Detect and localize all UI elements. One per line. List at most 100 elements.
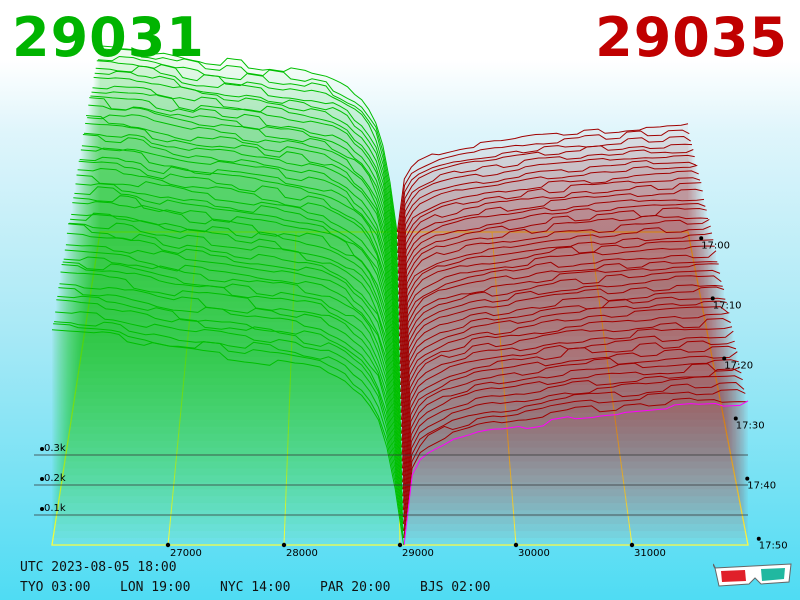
ask-depth-line — [403, 400, 749, 546]
floor-gridline — [283, 231, 297, 546]
ask-depth-line — [400, 260, 718, 386]
clock-bjs: BJS 02:00 — [420, 580, 491, 595]
depth-waterfall — [51, 45, 749, 546]
volume-tick — [40, 447, 44, 451]
ask-depth-line — [403, 397, 747, 539]
ask-depth-line — [400, 275, 722, 406]
ask-price: 29035 — [595, 6, 788, 69]
volume-tick — [40, 477, 44, 481]
ask-depth-line — [399, 239, 714, 365]
bid-depth-line — [76, 174, 401, 386]
bid-price: 29031 — [12, 6, 205, 69]
bid-depth-line — [51, 329, 405, 546]
ask-depth-line — [399, 214, 709, 337]
ask-depth-line — [400, 269, 721, 399]
ask-depth-line — [401, 306, 729, 441]
ask-depth-line — [399, 245, 715, 372]
bid-depth-line — [54, 321, 404, 532]
price-tick — [513, 542, 519, 548]
ask-depth-line — [398, 164, 698, 281]
ask-depth-line — [401, 326, 733, 462]
ask-depth-line — [397, 154, 695, 267]
price-tick — [397, 542, 403, 548]
ask-depth-line — [398, 202, 706, 323]
time-tick — [733, 416, 738, 421]
ask-depth-line — [398, 188, 703, 309]
ask-depth-line — [402, 359, 739, 497]
ask-depth-line — [397, 135, 691, 246]
bid-depth-line — [99, 48, 398, 233]
time-tick-label: 17:10 — [713, 300, 742, 311]
price-axis: 27000 28000 29000 30000 31000 — [165, 542, 666, 559]
ask-depth-line — [398, 177, 701, 295]
time-tick — [710, 296, 715, 301]
bid-depth-line — [69, 222, 402, 434]
price-tick-label: 27000 — [170, 548, 202, 559]
price-tick — [281, 542, 287, 548]
ask-depth-line — [397, 149, 694, 260]
bid-depth-line — [62, 261, 403, 476]
time-tick — [699, 236, 704, 241]
ask-depth-line — [403, 389, 746, 532]
floor-gridline — [491, 231, 517, 546]
3d-glasses-icon[interactable] — [713, 560, 793, 592]
bid-depth-line — [61, 264, 403, 483]
ask-depth-line — [399, 232, 713, 358]
bid-depth-line — [56, 299, 404, 518]
time-tick-label: 17:30 — [736, 421, 765, 432]
ask-depth-line — [401, 312, 730, 448]
time-tick — [756, 536, 761, 541]
bid-depth-line — [71, 213, 402, 420]
clock-nyc: NYC 14:00 — [220, 580, 291, 595]
ask-depth-line — [396, 123, 689, 233]
floor-gridline — [589, 231, 633, 546]
price-tick — [629, 542, 635, 548]
bid-depth-line — [83, 132, 400, 337]
time-axis: 17:00 17:10 17:20 17:30 17:40 17:50 — [699, 236, 788, 552]
bid-depth-line — [80, 147, 401, 358]
ask-depth-line — [400, 250, 717, 379]
ask-depth-line — [400, 263, 719, 393]
bid-depth-line — [55, 311, 404, 525]
ask-depth-line — [403, 381, 745, 525]
bid-depth-line — [94, 70, 399, 267]
bid-depth-line — [59, 283, 404, 497]
bid-depth-line — [72, 201, 402, 413]
price-tick-label: 28000 — [286, 548, 318, 559]
bid-depth-line — [77, 167, 401, 379]
bid-depth-line — [85, 122, 400, 330]
ask-depth-line — [401, 317, 731, 455]
price-tick — [165, 542, 171, 548]
bid-depth-line — [75, 183, 401, 393]
ask-depth-line — [402, 345, 737, 483]
bid-depth-line — [65, 244, 403, 455]
ask-depth-line — [401, 300, 727, 434]
bid-depth-line — [79, 156, 401, 365]
volume-tick — [40, 507, 44, 511]
bid-depth-line — [93, 76, 399, 274]
ask-depth-line — [402, 340, 735, 476]
ask-depth-line — [399, 225, 711, 351]
ask-depth-line — [397, 129, 690, 240]
bid-depth-line — [87, 114, 400, 316]
bid-depth-line — [63, 256, 403, 469]
bid-depth-line — [92, 85, 399, 281]
clock-lon: LON 19:00 — [120, 580, 191, 595]
bid-depth-line — [57, 295, 404, 511]
bid-depth-line — [81, 145, 400, 351]
volume-tick-label: 0.2k — [44, 473, 66, 484]
volume-tick-label: 0.3k — [44, 443, 66, 454]
bid-depth-line — [97, 55, 398, 246]
volume-axis: 0.1k 0.2k 0.3k — [34, 443, 748, 516]
ask-depth-line — [402, 351, 738, 490]
price-tick-label: 30000 — [518, 548, 550, 559]
bid-depth-line — [60, 271, 403, 490]
ask-depth-line — [403, 375, 743, 518]
ask-depth-line — [397, 160, 697, 274]
time-tick — [722, 356, 727, 361]
ask-depth-line — [400, 284, 723, 413]
ask-depth-line — [399, 218, 710, 344]
bid-depth-line — [64, 249, 403, 462]
clock-tyo: TYO 03:00 — [20, 580, 91, 595]
